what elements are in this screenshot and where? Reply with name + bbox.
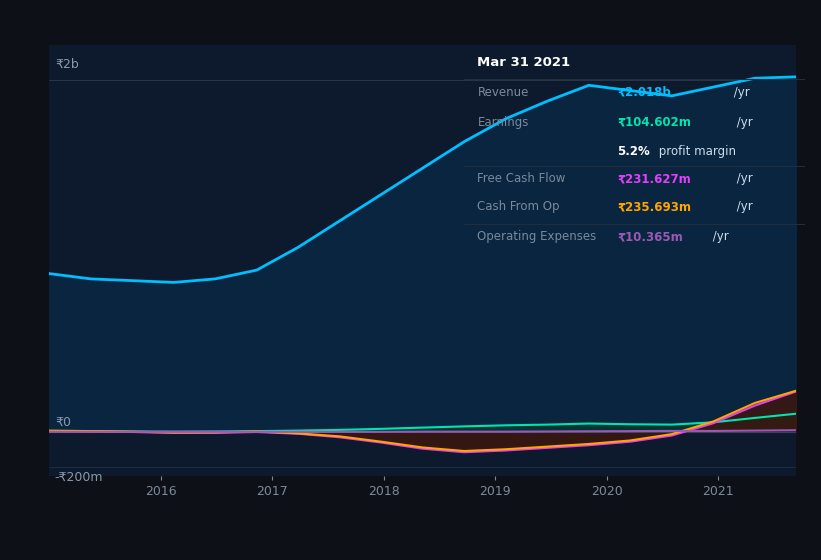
Text: -₹200m: -₹200m — [55, 471, 103, 484]
Text: ₹0: ₹0 — [55, 416, 71, 428]
Text: ₹2b: ₹2b — [55, 58, 79, 71]
Text: /yr: /yr — [733, 172, 753, 185]
Text: Mar 31 2021: Mar 31 2021 — [478, 55, 571, 68]
Text: Cash From Op: Cash From Op — [478, 200, 560, 213]
Text: Revenue: Revenue — [478, 86, 529, 99]
Text: Operating Expenses: Operating Expenses — [478, 230, 597, 243]
Text: /yr: /yr — [709, 230, 729, 243]
Text: profit margin: profit margin — [654, 145, 736, 158]
Text: Free Cash Flow: Free Cash Flow — [478, 172, 566, 185]
Text: ₹10.365m: ₹10.365m — [617, 230, 683, 243]
Text: ₹2.018b: ₹2.018b — [617, 86, 671, 99]
Text: ₹235.693m: ₹235.693m — [617, 200, 691, 213]
Text: /yr: /yr — [733, 116, 753, 129]
Text: Earnings: Earnings — [478, 116, 529, 129]
Text: /yr: /yr — [733, 200, 753, 213]
Text: 5.2%: 5.2% — [617, 145, 650, 158]
Text: ₹231.627m: ₹231.627m — [617, 172, 691, 185]
Text: /yr: /yr — [730, 86, 750, 99]
Text: ₹104.602m: ₹104.602m — [617, 116, 691, 129]
